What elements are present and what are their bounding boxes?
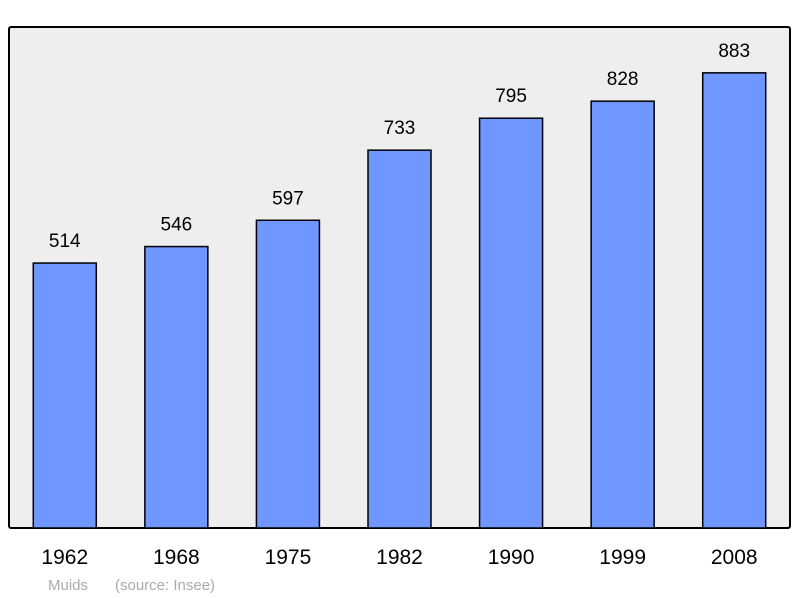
bar-1990 <box>478 117 544 529</box>
data-label-1975: 597 <box>272 188 304 209</box>
bar-1982 <box>367 149 432 529</box>
x-tick-label: 2008 <box>711 546 758 569</box>
x-tick-label: 1999 <box>599 546 646 569</box>
caption-source: (source: Insee) <box>115 577 215 594</box>
bar-1968 <box>144 245 209 529</box>
bar-2008 <box>701 72 767 529</box>
bar-1999 <box>590 100 655 529</box>
data-label-2008: 883 <box>718 41 750 62</box>
x-tick-label: 1975 <box>265 546 312 569</box>
data-label-1999: 828 <box>607 69 639 90</box>
data-label-1968: 546 <box>161 215 193 236</box>
bar-1962 <box>32 262 98 529</box>
data-label-1990: 795 <box>495 86 527 107</box>
data-label-1962: 514 <box>49 231 81 252</box>
x-tick-label: 1962 <box>41 546 88 569</box>
data-label-1982: 733 <box>384 118 416 139</box>
x-tick-label: 1968 <box>153 546 200 569</box>
x-tick-label: 1982 <box>376 546 423 569</box>
caption-name: Muids <box>48 577 88 594</box>
x-tick-label: 1990 <box>488 546 535 569</box>
bar-1975 <box>255 219 321 529</box>
